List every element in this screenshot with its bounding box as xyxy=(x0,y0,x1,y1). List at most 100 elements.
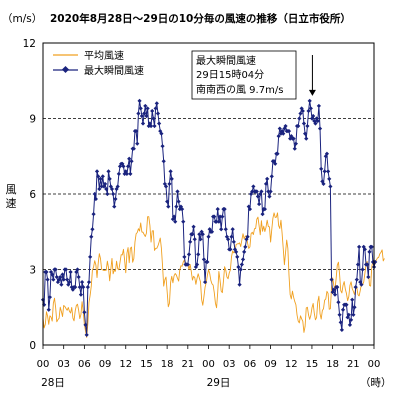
data-point xyxy=(338,320,343,325)
data-point xyxy=(85,285,90,290)
data-point xyxy=(124,171,130,176)
data-point xyxy=(319,166,324,171)
data-point xyxy=(235,254,240,260)
data-point xyxy=(188,239,193,244)
data-point xyxy=(112,204,117,209)
data-point xyxy=(327,176,332,181)
x-tick-label: 03 xyxy=(57,359,70,370)
data-point xyxy=(308,106,313,111)
data-point xyxy=(165,199,170,204)
data-point xyxy=(99,184,104,189)
data-point xyxy=(304,136,309,141)
annotation-line-2: 29日15時04分 xyxy=(196,69,264,81)
data-point xyxy=(352,305,357,310)
data-point xyxy=(315,118,320,124)
data-point xyxy=(128,171,133,176)
data-point xyxy=(242,249,247,254)
data-point xyxy=(346,312,351,317)
data-point xyxy=(102,181,108,187)
data-point xyxy=(331,287,336,292)
data-point xyxy=(340,307,346,312)
data-point xyxy=(301,121,307,126)
data-point xyxy=(54,274,59,280)
data-point xyxy=(75,267,80,272)
data-point xyxy=(106,169,111,174)
data-point xyxy=(302,131,308,136)
x-tick-label: 21 xyxy=(181,359,194,370)
data-point xyxy=(68,269,73,275)
data-point xyxy=(223,227,228,232)
data-point xyxy=(215,207,220,212)
data-point xyxy=(298,111,303,116)
data-point xyxy=(359,282,364,287)
x-tick-label: 00 xyxy=(202,359,215,370)
x-tick-label: 12 xyxy=(119,359,132,370)
data-point xyxy=(63,267,69,272)
data-point xyxy=(361,244,366,249)
data-point xyxy=(240,257,246,262)
y-tick-label: 3 xyxy=(29,265,36,277)
data-point xyxy=(173,219,178,224)
data-point xyxy=(181,219,186,224)
data-point xyxy=(255,194,261,199)
data-point xyxy=(307,98,312,103)
x-tick-label: 00 xyxy=(37,359,50,370)
data-point xyxy=(271,159,277,164)
data-point xyxy=(175,189,180,194)
data-point xyxy=(50,272,55,277)
x-tick-label: 06 xyxy=(78,359,91,370)
data-point xyxy=(347,322,353,327)
data-point xyxy=(66,282,71,287)
data-point xyxy=(209,229,215,234)
data-point xyxy=(201,257,207,262)
data-point xyxy=(143,103,148,109)
data-point xyxy=(351,312,356,317)
data-point xyxy=(311,113,316,119)
data-point xyxy=(60,272,65,277)
series-average-wind xyxy=(42,212,385,338)
data-point xyxy=(348,317,354,322)
data-point xyxy=(238,267,243,272)
data-point xyxy=(329,277,334,282)
data-point xyxy=(168,169,173,174)
data-point xyxy=(366,274,371,280)
y-tick-label: 12 xyxy=(23,38,36,50)
data-point xyxy=(151,116,156,121)
data-point xyxy=(56,277,62,282)
data-point xyxy=(314,116,319,121)
data-point xyxy=(179,207,185,212)
data-point xyxy=(251,184,256,189)
data-point xyxy=(217,214,223,219)
data-point xyxy=(373,259,378,265)
data-point xyxy=(230,227,235,232)
data-point xyxy=(200,232,205,237)
data-point xyxy=(67,279,72,285)
data-point xyxy=(88,254,93,260)
legend-average-label: 平均風速 xyxy=(84,50,124,62)
data-point xyxy=(237,282,242,287)
data-point xyxy=(325,169,331,174)
annotation-box xyxy=(191,50,297,100)
data-point xyxy=(131,146,136,151)
data-point xyxy=(243,244,248,249)
data-point xyxy=(206,234,211,239)
data-point xyxy=(332,292,338,297)
y-tick-label: 6 xyxy=(29,189,36,201)
x-tick-label: 18 xyxy=(326,359,339,370)
data-point xyxy=(148,123,154,129)
data-point xyxy=(140,121,146,126)
data-point xyxy=(273,161,278,166)
data-point xyxy=(281,131,286,136)
data-point xyxy=(81,285,86,290)
data-point xyxy=(198,237,203,242)
data-point xyxy=(77,285,82,290)
data-point xyxy=(236,264,241,270)
x-tick-label: 12 xyxy=(285,359,298,370)
data-point xyxy=(82,310,87,315)
data-point xyxy=(159,131,164,136)
data-point xyxy=(44,269,49,275)
series-max-gust xyxy=(40,98,378,338)
data-point xyxy=(194,262,200,267)
data-point xyxy=(166,204,171,209)
data-point xyxy=(84,332,89,338)
